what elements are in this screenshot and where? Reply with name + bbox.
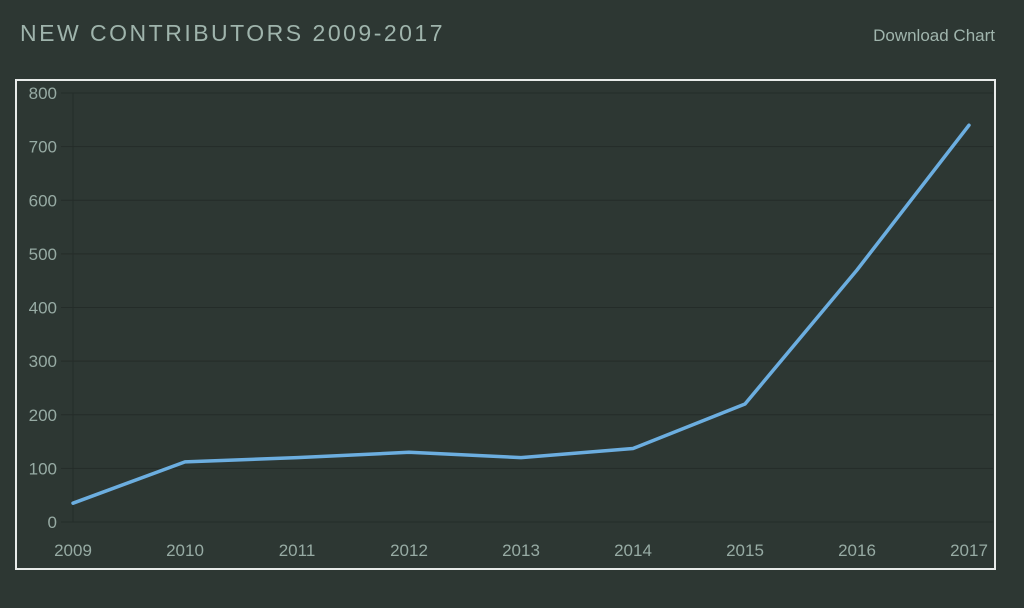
x-axis-tick-label: 2014 bbox=[614, 541, 652, 560]
chart-header: NEW CONTRIBUTORS 2009-2017 Download Char… bbox=[0, 0, 1024, 47]
y-axis-tick-label: 600 bbox=[29, 191, 57, 210]
chart-frame: 0 100 200 300 400 500 600 700 800 2009 2010 2011 201… bbox=[15, 79, 996, 570]
x-axis-tick-label: 2016 bbox=[838, 541, 876, 560]
x-axis-tick-label: 2010 bbox=[166, 541, 204, 560]
x-axis-tick-label: 2012 bbox=[390, 541, 428, 560]
y-axis-tick-label: 700 bbox=[29, 138, 57, 157]
y-axis-tick-label: 300 bbox=[29, 352, 57, 371]
x-axis-tick-label: 2009 bbox=[54, 541, 92, 560]
y-axis-tick-label: 800 bbox=[29, 84, 57, 103]
download-chart-link[interactable]: Download Chart bbox=[873, 26, 995, 45]
x-axis-tick-label: 2013 bbox=[502, 541, 540, 560]
y-axis-tick-label: 200 bbox=[29, 406, 57, 425]
y-axis-tick-label: 100 bbox=[29, 459, 57, 478]
x-axis-tick-label: 2011 bbox=[279, 541, 316, 560]
x-axis-tick-label: 2017 bbox=[950, 541, 988, 560]
y-axis-tick-label: 500 bbox=[29, 245, 57, 264]
series-line bbox=[71, 123, 971, 505]
line-chart: 0 100 200 300 400 500 600 700 800 2009 2010 2011 201… bbox=[29, 84, 993, 560]
x-axis-tick-label: 2015 bbox=[726, 541, 764, 560]
y-axis-tick-label: 400 bbox=[29, 299, 57, 318]
page-title: NEW CONTRIBUTORS 2009-2017 bbox=[20, 20, 446, 46]
y-axis-tick-label: 0 bbox=[48, 513, 57, 532]
